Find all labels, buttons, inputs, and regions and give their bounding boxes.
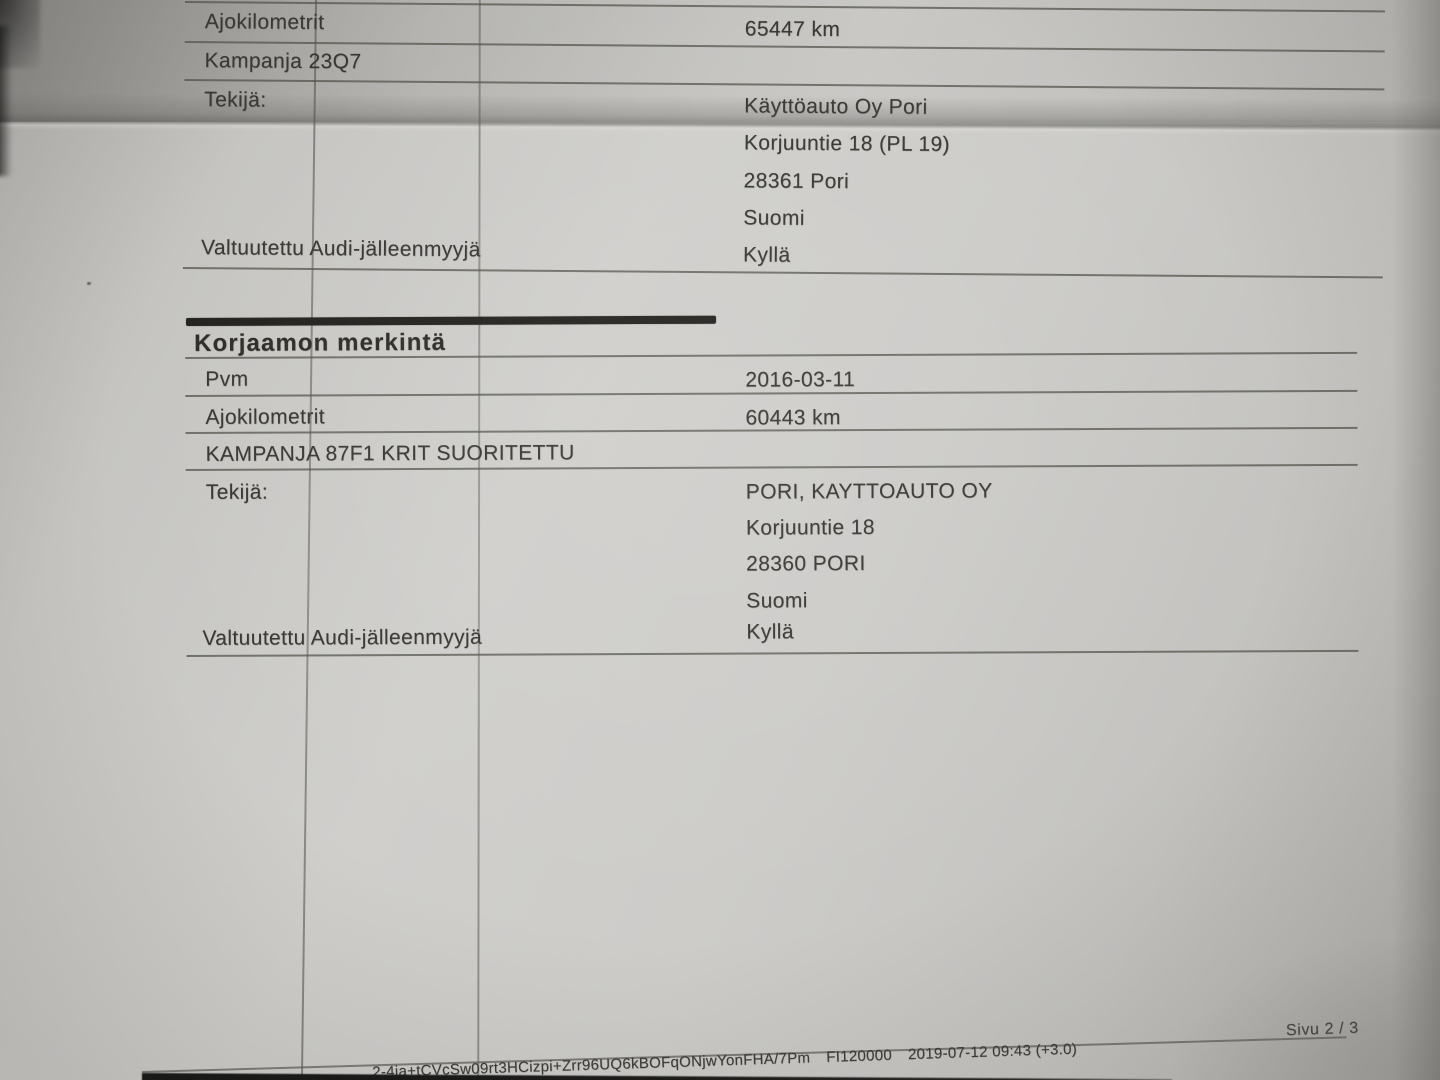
field-label: Ajokilometrit (205, 405, 326, 429)
field-label: Ajokilometrit (204, 10, 325, 35)
workshop-entry-section: Korjaamon merkintä Pvm 2016-03-11 Ajokil… (185, 310, 1359, 663)
field-value: Kyllä (746, 620, 794, 644)
top-left-corner-shadow (0, 0, 40, 68)
bottom-right-shade (1180, 940, 1440, 1080)
row-line (184, 40, 1385, 53)
row-line (184, 78, 1385, 91)
section-divider-bar (186, 315, 717, 326)
field-value: 60443 km (745, 406, 841, 430)
field-label: Kampanja 23Q7 (204, 49, 362, 74)
field-value: 28360 PORI (746, 552, 866, 576)
field-label: KAMPANJA 87F1 KRIT SUORITETTU (205, 441, 575, 466)
row-line (182, 266, 1383, 279)
timestamp: 2019-07-12 09:43 (+3.0) (907, 1040, 1078, 1064)
row-line (184, 0, 1385, 13)
field-value: Suomi (743, 206, 805, 230)
field-value: Korjuuntie 18 (745, 515, 875, 540)
field-value: PORI, KAYTTOAUTO OY (745, 479, 993, 504)
section-heading: Korjaamon merkintä (194, 328, 447, 357)
row-line (186, 649, 1359, 657)
bottom-edge-dark-strip (141, 1073, 1172, 1080)
field-value: Korjuuntie 18 (PL 19) (743, 131, 951, 157)
field-value: 28361 Pori (743, 169, 850, 194)
service-entry-table: Ajokilometrit 65447 km Kampanja 23Q7 Tek… (182, 0, 1385, 291)
right-edge-shade (1392, 0, 1440, 1080)
field-value: Käyttöauto Oy Pori (744, 94, 928, 119)
field-value: Suomi (746, 589, 808, 613)
field-label: Pvm (205, 367, 249, 391)
field-value: Kyllä (742, 243, 791, 267)
field-label: Valtuutettu Audi-jälleenmyyjä (200, 236, 481, 262)
field-label: Tekijä: (205, 480, 269, 504)
left-edge-shadow (0, 26, 12, 176)
field-value: 65447 km (744, 17, 841, 42)
system-id: FI120000 (825, 1046, 893, 1066)
field-label: Valtuutettu Audi-jälleenmyyjä (202, 625, 483, 650)
signature-code: 2-4ia+tCVcSw09rt3HCizpi+Zrr96UQ6kBOFqONj… (372, 1049, 811, 1080)
paper-speck (87, 282, 91, 285)
field-value: 2016-03-11 (745, 368, 856, 392)
field-label: Tekijä: (204, 88, 267, 112)
